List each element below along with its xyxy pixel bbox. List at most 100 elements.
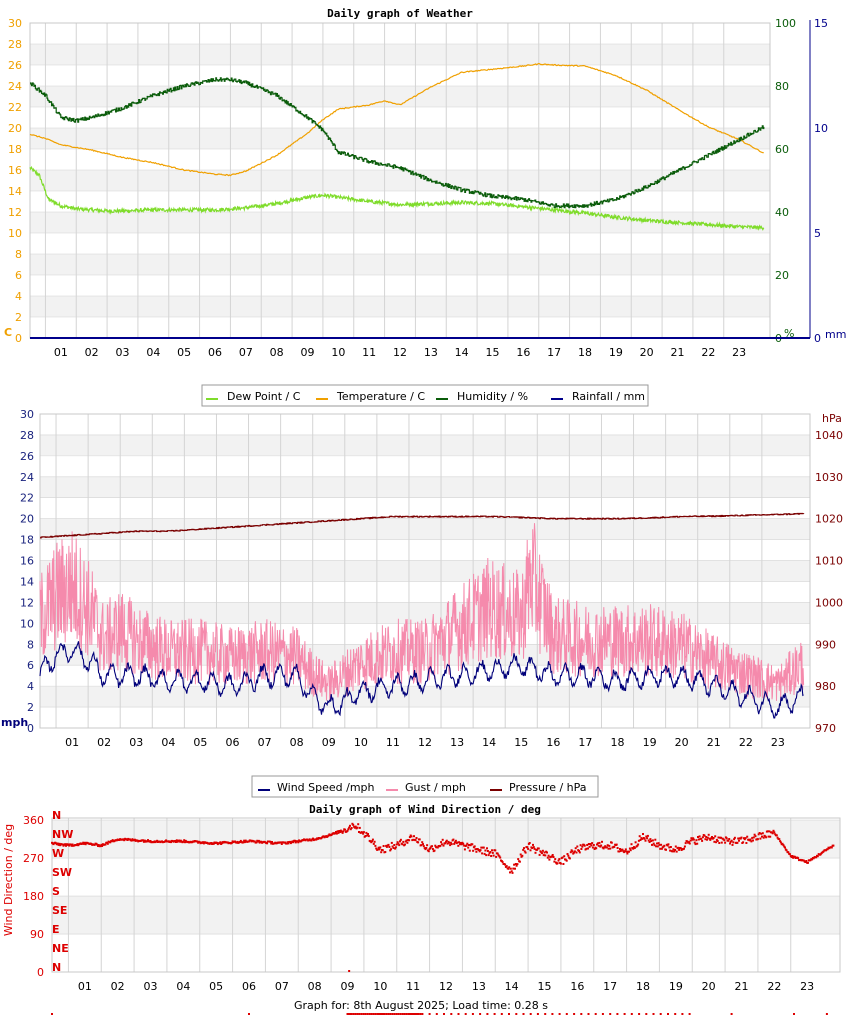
direction-point	[83, 842, 85, 845]
y-right2-tick: 10	[814, 122, 828, 135]
marker-point	[609, 1013, 612, 1015]
y-left-tick: 2	[15, 311, 22, 324]
direction-point	[591, 842, 594, 845]
grid-band	[40, 476, 810, 498]
direction-point	[522, 848, 525, 851]
direction-point	[499, 856, 502, 859]
direction-point	[388, 846, 391, 848]
y-right1-tick: 20	[775, 269, 789, 282]
y-axis-label: Wind Direction / deg	[2, 824, 15, 936]
direction-point	[509, 871, 511, 874]
direction-point	[688, 841, 690, 844]
x-tick-label: 05	[209, 980, 223, 993]
x-tick-label: 17	[547, 346, 561, 359]
direction-point	[165, 839, 168, 842]
direction-point	[615, 843, 618, 846]
direction-point	[523, 850, 526, 853]
direction-point	[771, 832, 774, 835]
direction-point	[658, 843, 661, 846]
marker-point	[638, 1013, 641, 1015]
x-tick-label: 08	[308, 980, 322, 993]
marker-point	[623, 1013, 626, 1015]
direction-point	[759, 837, 762, 840]
direction-point	[393, 844, 396, 846]
direction-point	[740, 836, 743, 839]
marker-point	[346, 1013, 349, 1015]
grid-band	[30, 296, 770, 317]
direction-point	[573, 850, 576, 853]
direction-point	[555, 861, 557, 864]
direction-point	[751, 836, 754, 839]
direction-point	[765, 836, 768, 839]
direction-point	[647, 839, 650, 842]
direction-point	[580, 848, 583, 850]
legend-label: Pressure / hPa	[509, 781, 587, 794]
direction-point	[156, 839, 159, 842]
direction-point	[486, 847, 488, 850]
direction-point	[585, 847, 588, 850]
direction-point	[604, 845, 607, 848]
direction-point	[725, 837, 728, 840]
direction-point	[637, 839, 640, 842]
direction-point	[392, 847, 395, 849]
direction-point	[346, 829, 349, 832]
direction-point	[405, 839, 408, 842]
direction-point	[480, 846, 483, 849]
grid-band	[30, 44, 770, 65]
direction-point	[415, 837, 418, 839]
direction-point	[266, 842, 269, 845]
plot-border	[51, 817, 841, 973]
direction-point	[752, 839, 754, 842]
direction-point	[312, 837, 314, 840]
y-left-tick: 6	[27, 659, 34, 672]
direction-point	[650, 840, 653, 842]
direction-point	[286, 841, 289, 844]
direction-point	[255, 841, 258, 844]
direction-point	[712, 837, 715, 839]
marker-point	[356, 1013, 359, 1015]
direction-point	[83, 841, 86, 844]
y-left-tick: 8	[27, 638, 34, 651]
marker-point	[421, 1013, 424, 1015]
direction-point	[714, 835, 717, 838]
x-tick-label: 14	[482, 736, 496, 749]
direction-point	[433, 849, 436, 852]
direction-point	[675, 850, 678, 853]
direction-point	[591, 846, 594, 849]
direction-point	[600, 844, 603, 847]
direction-point	[56, 842, 59, 845]
y-left-tick: 20	[8, 122, 22, 135]
direction-point	[787, 851, 790, 854]
direction-point	[812, 857, 815, 860]
y-right-unit: hPa	[822, 412, 842, 425]
direction-point	[832, 844, 835, 847]
direction-point	[769, 835, 772, 838]
direction-point	[775, 834, 778, 837]
direction-point	[367, 833, 369, 835]
direction-point	[730, 839, 733, 842]
y-left-tick: 30	[8, 17, 22, 30]
y-right-tick: 1030	[815, 471, 843, 484]
direction-point	[552, 856, 555, 858]
direction-point	[76, 843, 79, 846]
direction-point	[442, 844, 445, 847]
x-tick-label: 22	[701, 346, 715, 359]
direction-point	[651, 843, 653, 846]
pressure-line	[40, 512, 805, 539]
direction-point	[495, 855, 498, 858]
x-tick-label: 10	[373, 980, 387, 993]
direction-point	[350, 827, 353, 829]
direction-point	[599, 845, 602, 848]
direction-point	[736, 841, 739, 844]
x-tick-label: 14	[455, 346, 469, 359]
direction-point	[656, 842, 658, 845]
direction-point	[532, 843, 534, 846]
direction-point	[364, 835, 367, 837]
y-right-tick: 1010	[815, 555, 843, 568]
y-left-tick: 24	[8, 80, 22, 93]
direction-point	[184, 841, 186, 844]
marker-point	[411, 1013, 414, 1015]
direction-point	[381, 849, 384, 852]
direction-point	[646, 834, 649, 837]
y-left-tick: 8	[15, 248, 22, 261]
